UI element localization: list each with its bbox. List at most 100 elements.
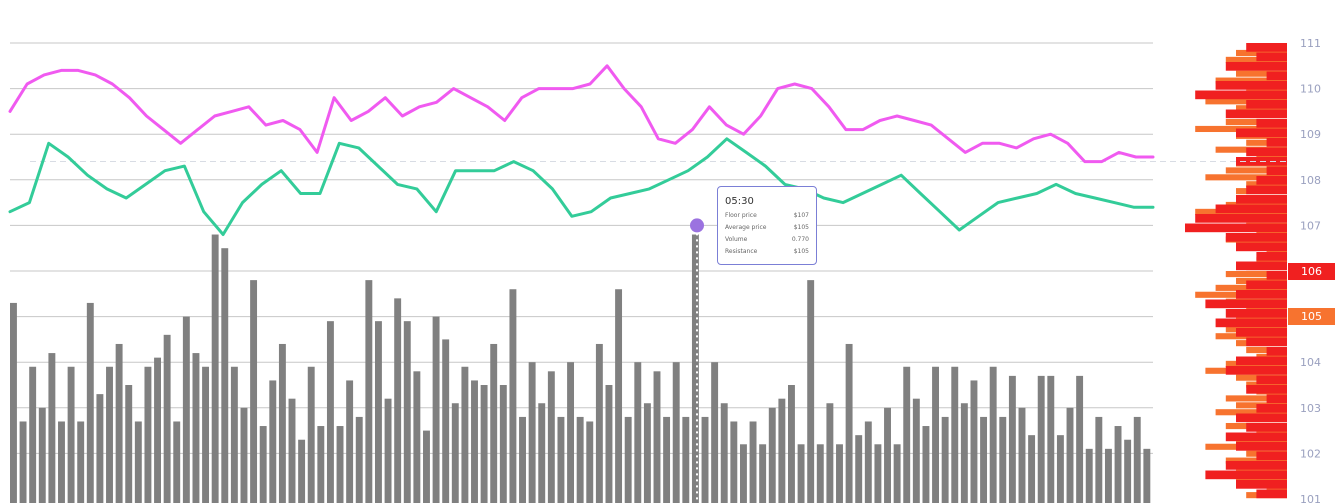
depth-bar xyxy=(1236,480,1287,489)
grid-lines xyxy=(10,42,1153,454)
volume-bar xyxy=(384,398,392,503)
volume-bar xyxy=(278,343,286,503)
volume-bar xyxy=(912,398,920,503)
depth-bar xyxy=(1225,432,1287,442)
volume-bar xyxy=(442,339,450,503)
depth-bar xyxy=(1225,366,1287,375)
depth-bar xyxy=(1185,223,1287,233)
highlight-point[interactable] xyxy=(690,218,704,233)
volume-bar xyxy=(1104,448,1112,503)
tooltip-row-value: 0.770 xyxy=(791,236,809,243)
volume-bar xyxy=(38,407,46,503)
depth-bar xyxy=(1256,489,1287,499)
volume-bar xyxy=(250,280,258,503)
depth-bar xyxy=(1225,62,1287,71)
volume-bar xyxy=(29,366,37,503)
volume-bar xyxy=(1018,407,1026,503)
volume-bar xyxy=(96,394,104,503)
depth-bar xyxy=(1256,252,1287,261)
tooltip-row-label: Volume xyxy=(725,236,748,243)
volume-bar xyxy=(538,403,546,503)
depth-bar xyxy=(1246,43,1287,52)
tooltip: 05:30 Floor price $107 Average price $10… xyxy=(717,186,817,265)
volume-bar xyxy=(509,289,517,503)
volume-bar xyxy=(451,403,459,503)
volume-bar xyxy=(615,289,623,503)
volume-bar xyxy=(58,421,65,503)
volume-bar xyxy=(1095,416,1103,503)
y-tick-label: 102 xyxy=(1300,447,1321,460)
volume-bar xyxy=(816,444,824,503)
current-price-tag-105: 105 xyxy=(1288,308,1335,326)
tooltip-row-value: $105 xyxy=(793,248,809,255)
volume-bar xyxy=(778,398,786,503)
volume-bar xyxy=(682,416,690,503)
volume-bar xyxy=(624,416,632,503)
volume-bar xyxy=(807,280,815,503)
volume-bar xyxy=(490,343,498,503)
volume-bar xyxy=(259,426,267,503)
volume-bar xyxy=(461,366,469,503)
volume-bar xyxy=(970,380,978,503)
volume-bar xyxy=(240,407,248,503)
depth-bar xyxy=(1215,409,1287,416)
volume-bar xyxy=(346,380,354,503)
depth-bar xyxy=(1266,271,1287,280)
depth-bar xyxy=(1236,356,1287,366)
depth-bar xyxy=(1246,147,1287,157)
depth-bar xyxy=(1246,185,1287,195)
depth-bar xyxy=(1246,280,1287,290)
volume-bar xyxy=(1085,448,1093,503)
volume-bar xyxy=(1047,375,1055,503)
volume-bar xyxy=(980,416,988,503)
volume-bar xyxy=(106,366,113,503)
y-tick-label: 107 xyxy=(1300,219,1321,232)
volume-bar xyxy=(576,416,584,503)
depth-bar xyxy=(1236,242,1287,252)
volume-bar xyxy=(269,380,277,503)
depth-bar xyxy=(1246,423,1287,432)
depth-bar xyxy=(1246,385,1287,394)
y-tick-label: 101 xyxy=(1300,493,1321,503)
tooltip-row-value: $105 xyxy=(793,224,809,231)
volume-bar xyxy=(1124,439,1132,503)
volume-bar xyxy=(163,334,171,503)
depth-bar xyxy=(1225,309,1287,318)
volume-bar xyxy=(125,385,133,503)
volume-bar xyxy=(691,234,699,503)
volume-bar xyxy=(960,403,968,503)
volume-bar xyxy=(989,366,997,503)
volume-bar xyxy=(788,385,795,503)
depth-bar xyxy=(1236,413,1287,423)
current-price-tag-106: 106 xyxy=(1288,262,1335,280)
depth-bar xyxy=(1256,404,1287,413)
volume-bar xyxy=(519,416,526,503)
volume-bar xyxy=(144,366,152,503)
volume-bar xyxy=(768,407,776,503)
volume-bar xyxy=(893,444,901,503)
tooltip-row-value: $107 xyxy=(793,212,809,219)
depth-bar xyxy=(1256,176,1287,185)
volume-bar xyxy=(1056,435,1064,503)
depth-bar xyxy=(1246,305,1287,312)
tooltip-time: 05:30 xyxy=(725,196,754,207)
tooltip-row-label: Resistance xyxy=(725,248,758,255)
volume-bar xyxy=(499,385,507,503)
volume-bar xyxy=(471,380,478,503)
volume-bar xyxy=(192,353,200,503)
volume-bar xyxy=(999,416,1007,503)
volume-bar xyxy=(941,416,949,503)
depth-bar xyxy=(1256,375,1287,385)
depth-bar xyxy=(1266,347,1287,356)
volume-bar xyxy=(134,421,142,503)
volume-bar xyxy=(557,416,565,503)
depth-bar xyxy=(1225,395,1287,402)
depth-bar xyxy=(1215,204,1287,214)
volume-bar xyxy=(423,430,430,503)
depth-bar xyxy=(1195,214,1287,223)
y-tick-label: 108 xyxy=(1300,174,1321,187)
volume-bar xyxy=(1028,435,1036,503)
volume-bar xyxy=(1143,448,1151,503)
depth-bar xyxy=(1225,461,1287,470)
volume-bar xyxy=(1066,407,1074,503)
